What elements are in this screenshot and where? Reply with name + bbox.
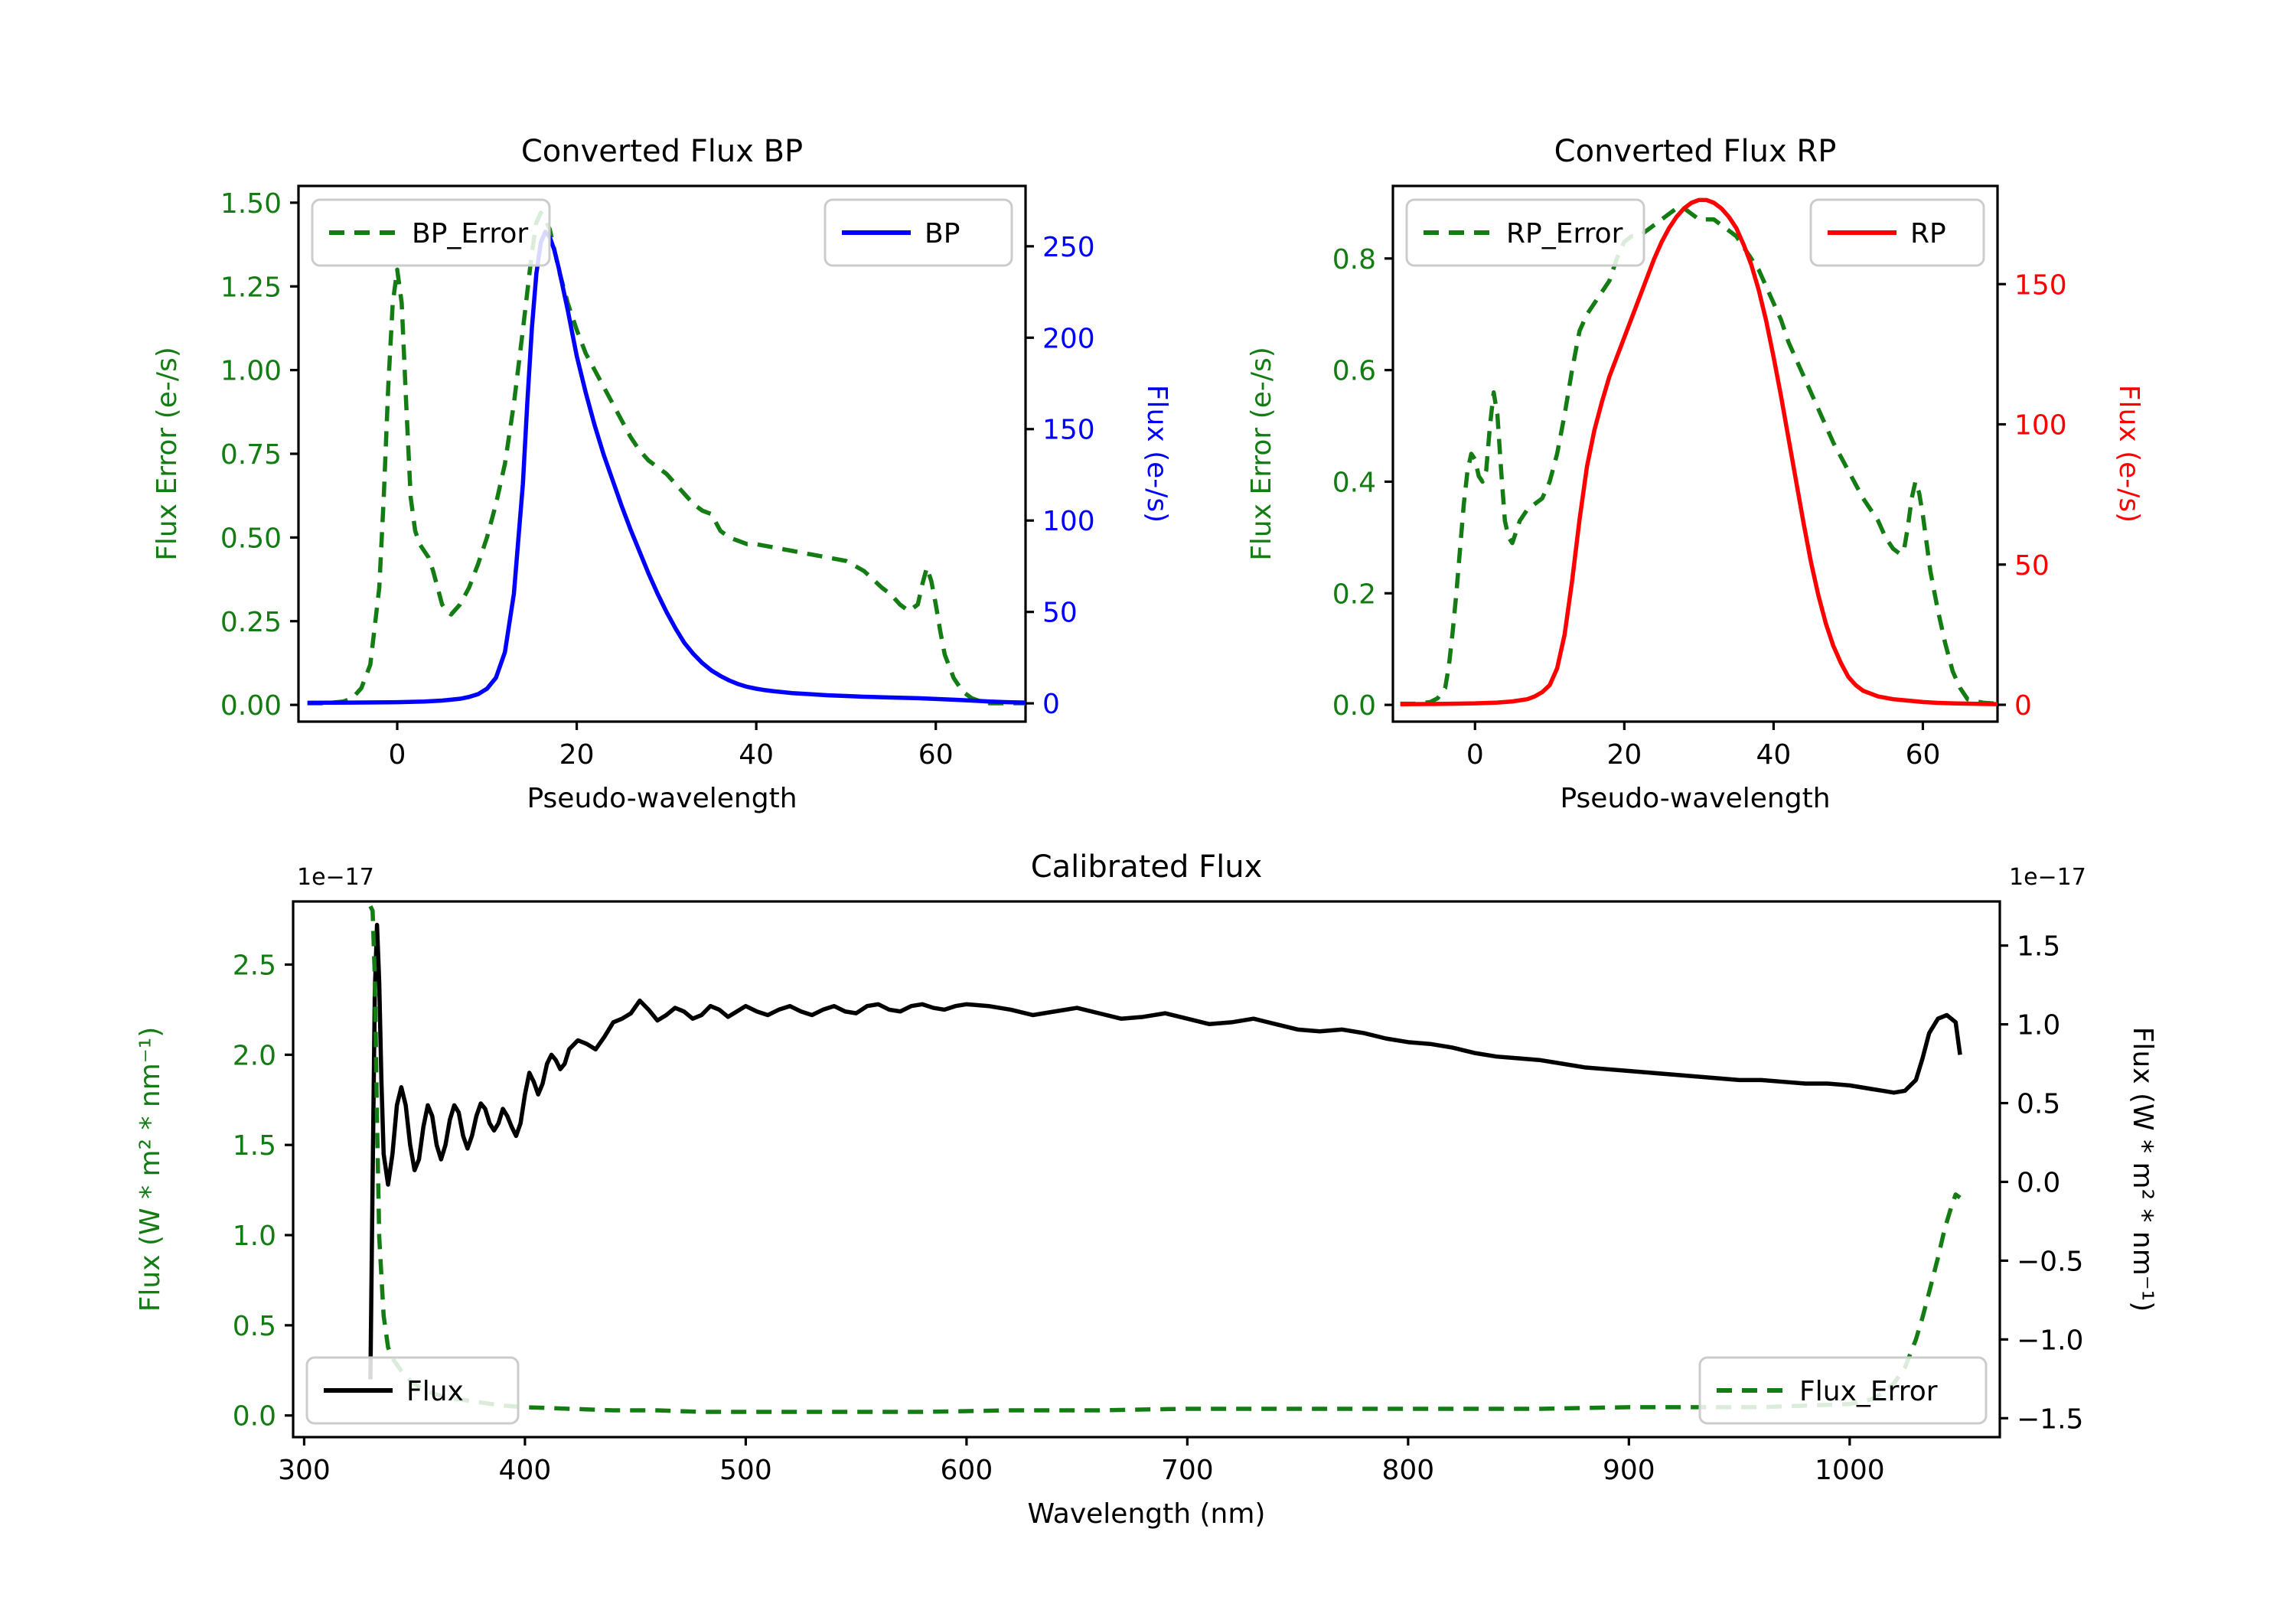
subplot-calibrated: 300 400 500 600 700 800 900 1000 0.0 0.5 1.0 1.5 2.0… — [135, 849, 2158, 1530]
xtick-label: 400 — [499, 1455, 552, 1486]
legend-flux[interactable]: Flux — [305, 1356, 520, 1425]
xtick-label: 60 — [1906, 739, 1941, 771]
ytick-label: 0.0 — [233, 1401, 276, 1433]
series-group-rp — [1400, 197, 1998, 707]
xtick-label: 40 — [1756, 739, 1792, 771]
series-line-rp — [1400, 197, 1998, 707]
y2tick-label: 0 — [2014, 690, 2032, 722]
series-line-flux_error — [368, 905, 1962, 1414]
xtick-label: 300 — [278, 1455, 331, 1486]
y2tick-label: 100 — [1042, 506, 1095, 537]
xtick-label: 600 — [941, 1455, 993, 1486]
subplot-bp: 0 20 40 60 0.00 0.25 0.50 0.75 1.00 1.25 1.50 0 50 10… — [152, 134, 1172, 814]
legend-rp-box[interactable] — [1809, 198, 1985, 267]
xtick-label: 0 — [389, 739, 406, 771]
legend-flux-error-label: Flux_Error — [1799, 1376, 1938, 1407]
axes-frame-calibrated — [292, 900, 2001, 1439]
y2tick-label: 50 — [1042, 598, 1078, 629]
x-axis-label-bp: Pseudo-wavelength — [527, 783, 797, 814]
subplot-title-calibrated: Calibrated Flux — [1031, 849, 1263, 885]
legend-bp-error-label: BP_Error — [412, 218, 528, 249]
y2-axis-label-rp: Flux (e-/s) — [2113, 385, 2144, 523]
y2tick-label: −0.5 — [2017, 1246, 2083, 1277]
subplot-title-rp: Converted Flux RP — [1554, 134, 1837, 169]
xtick-label: 800 — [1381, 1455, 1434, 1486]
y2-offset-text: 1e−17 — [2009, 864, 2086, 891]
y2tick-label: 200 — [1042, 323, 1095, 354]
legend-bp-error[interactable]: BP_Error — [311, 198, 551, 267]
ytick-label: 0.75 — [220, 439, 282, 471]
legend-bp-label: BP — [925, 218, 960, 249]
y2tick-label: −1.5 — [2017, 1403, 2083, 1435]
legend-bp-error-box[interactable] — [311, 198, 551, 267]
y2tick-label: 100 — [2014, 410, 2067, 442]
ytick-label: 0.5 — [233, 1311, 276, 1342]
xtick-label: 20 — [559, 739, 595, 771]
y-offset-text: 1e−17 — [297, 864, 374, 891]
legend-bp[interactable]: BP — [823, 198, 1013, 267]
y2tick-label: 0.0 — [2017, 1167, 2060, 1198]
axes-frame-rp — [1391, 184, 1999, 723]
legend-rp-error-label: RP_Error — [1506, 218, 1623, 249]
xtick-label: 1000 — [1815, 1455, 1885, 1486]
legend-bp-box[interactable] — [823, 198, 1013, 267]
ytick-label: 2.0 — [233, 1040, 276, 1071]
series-group-bp — [307, 210, 1026, 706]
legend-rp[interactable]: RP — [1809, 198, 1985, 267]
ytick-label: 2.5 — [233, 950, 276, 981]
legend-rp-error[interactable]: RP_Error — [1405, 198, 1645, 267]
legend-flux-box[interactable] — [305, 1356, 520, 1425]
x-axis-label-rp: Pseudo-wavelength — [1560, 783, 1830, 814]
y2tick-label: 50 — [2014, 550, 2050, 582]
y2tick-label: 0 — [1042, 689, 1060, 720]
series-line-flux — [368, 922, 1962, 1380]
ytick-label: 1.5 — [233, 1130, 276, 1162]
series-line-rp_error — [1400, 206, 1998, 706]
subplot-rp: 0 20 40 60 0.0 0.2 0.4 0.6 0.8 0 50 100 150 Converted… — [1246, 134, 2144, 814]
y2tick-label: 250 — [1042, 232, 1095, 263]
ytick-label: 0.50 — [220, 523, 282, 554]
ytick-label: 0.0 — [1332, 690, 1376, 722]
subplot-title-bp: Converted Flux BP — [521, 134, 803, 169]
y2tick-label: 0.5 — [2017, 1089, 2060, 1120]
series-line-bp — [307, 229, 1026, 706]
xtick-label: 60 — [918, 739, 954, 771]
series-group-calibrated — [368, 905, 1962, 1414]
xtick-label: 0 — [1466, 739, 1484, 771]
y2-axis-label-calibrated: Flux (W * m² * nm⁻¹) — [2127, 1027, 2158, 1312]
ytick-label: 0.6 — [1332, 356, 1376, 387]
ytick-label: 1.25 — [220, 272, 282, 303]
xtick-label: 700 — [1161, 1455, 1214, 1486]
ytick-label: 0.00 — [220, 690, 282, 722]
ytick-label: 1.0 — [233, 1221, 276, 1252]
ytick-label: 0.2 — [1332, 579, 1376, 610]
x-axis-label-calibrated: Wavelength (nm) — [1028, 1498, 1266, 1530]
y-axis-label-calibrated: Flux (W * m² * nm⁻¹) — [135, 1027, 166, 1312]
xtick-label: 900 — [1603, 1455, 1655, 1486]
ytick-label: 0.4 — [1332, 467, 1376, 498]
y2tick-label: −1.0 — [2017, 1325, 2083, 1356]
ytick-label: 1.00 — [220, 356, 282, 387]
legend-rp-error-box[interactable] — [1405, 198, 1645, 267]
ytick-label: 0.25 — [220, 607, 282, 638]
legend-flux-label: Flux — [406, 1376, 464, 1407]
ytick-label: 1.50 — [220, 188, 282, 220]
legend-rp-label: RP — [1910, 218, 1946, 249]
y2-axis-label-bp: Flux (e-/s) — [1141, 385, 1172, 523]
y2tick-label: 1.5 — [2017, 931, 2060, 963]
ytick-label: 0.8 — [1332, 244, 1376, 275]
xtick-label: 500 — [719, 1455, 772, 1486]
y2tick-label: 150 — [2014, 269, 2067, 301]
y-axis-label-bp: Flux Error (e-/s) — [152, 347, 183, 561]
series-line-bp_error — [307, 210, 1026, 706]
y2tick-label: 1.0 — [2017, 1010, 2060, 1041]
legend-flux-error-box[interactable] — [1698, 1356, 1988, 1425]
y-axis-label-rp: Flux Error (e-/s) — [1246, 347, 1277, 561]
y2tick-label: 150 — [1042, 415, 1095, 446]
xtick-label: 40 — [739, 739, 774, 771]
legend-flux-error[interactable]: Flux_Error — [1698, 1356, 1988, 1425]
xtick-label: 20 — [1606, 739, 1642, 771]
